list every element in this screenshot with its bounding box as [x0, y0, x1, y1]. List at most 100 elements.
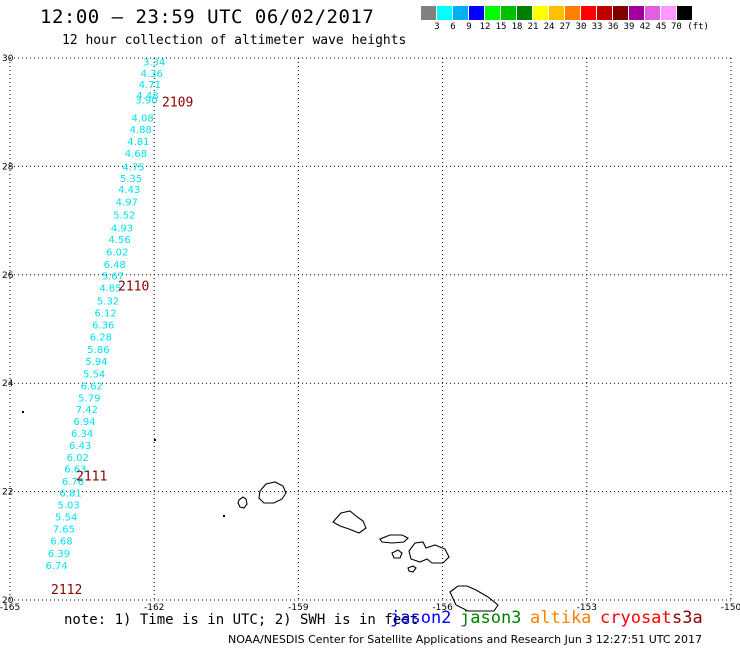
marker-dot — [22, 411, 24, 413]
pass-labels: 2109 2110 2111 2112 — [51, 95, 193, 598]
wave-height-value: 3.90 — [135, 96, 157, 107]
wave-height-value: 5.79 — [78, 393, 100, 404]
legend-swatch — [485, 6, 500, 20]
legend-label: 3 — [434, 22, 440, 32]
wave-height-value: 5.35 — [120, 174, 142, 185]
x-tick-label: -153 — [577, 603, 597, 613]
wave-height-value: 4.88 — [130, 125, 152, 136]
wave-height-value: 6.02 — [106, 247, 128, 258]
pass-label: 2109 — [162, 95, 193, 110]
wave-height-value: 6.12 — [95, 309, 117, 320]
island-oahu — [332, 510, 367, 534]
map-grid — [9, 57, 732, 601]
wave-height-value: 6.34 — [71, 429, 93, 440]
wave-height-value: 6.76 — [62, 477, 84, 488]
legend-label: 9 — [466, 22, 472, 32]
wave-height-value: 4.71 — [139, 80, 161, 91]
legend-swatch — [437, 6, 452, 20]
wave-height-value: 4.81 — [127, 137, 149, 148]
page-title: 12:00 — 23:59 UTC 06/02/2017 — [40, 6, 375, 28]
y-tick-label: 20 — [2, 596, 14, 606]
legend-swatch — [597, 6, 612, 20]
legend-swatch — [677, 6, 692, 20]
wave-height-value: 4.85 — [99, 283, 121, 294]
legend-swatch — [517, 6, 532, 20]
pass-label: 2111 — [76, 469, 107, 484]
wave-height-value: 3.34 — [143, 57, 165, 68]
x-tick-label: -162 — [144, 603, 164, 613]
legend-swatch — [613, 6, 628, 20]
legend-swatch — [533, 6, 548, 20]
wave-height-value: 4.68 — [125, 149, 147, 160]
wave-height-value: 6.68 — [50, 536, 72, 547]
wave-height-value: 6.48 — [104, 260, 126, 271]
island-maui — [408, 541, 450, 564]
wave-height-value: 6.62 — [81, 381, 103, 392]
legend-label: 24 — [543, 22, 555, 32]
marker-dot — [223, 515, 225, 517]
wave-height-value: 6.63 — [64, 464, 86, 475]
wave-height-value: 5.32 — [97, 296, 119, 307]
wave-height-value: 4.36 — [141, 69, 163, 80]
x-tick-label: -159 — [288, 603, 309, 613]
legend-swatch — [581, 6, 596, 20]
legend-label: 70 (ft) — [671, 22, 709, 32]
y-tick-label: 30 — [2, 54, 14, 64]
legend-swatch — [421, 6, 436, 20]
legend-label: 45 — [655, 22, 667, 32]
wave-height-value: 4.56 — [108, 235, 130, 246]
wave-height-value: 5.67 — [102, 271, 124, 282]
credit-footer: NOAA/NESDIS Center for Satellite Applica… — [228, 633, 703, 646]
wave-height-value: 6.43 — [69, 441, 91, 452]
axis-tick-labels: -165 -162 -159 -156 -153 -150 20 22 24 26 28 30 — [0, 54, 740, 613]
hawaii-islands — [237, 481, 499, 612]
legend-label: 27 — [559, 22, 571, 32]
satellite-name: s3a — [672, 608, 703, 628]
legend-swatch — [549, 6, 564, 20]
satellite-name: altika — [530, 608, 592, 628]
island-lanai — [391, 549, 403, 559]
wave-height-value: 6.28 — [90, 333, 112, 344]
legend-label: 30 — [575, 22, 587, 32]
y-tick-label: 24 — [2, 379, 14, 389]
wave-height-value: 4.48 — [136, 91, 158, 102]
wave-height-value: 4.43 — [118, 185, 140, 196]
pass-label: 2112 — [51, 583, 82, 598]
wave-height-value: 6.39 — [48, 549, 70, 560]
legend-label: 15 — [495, 22, 507, 32]
x-tick-label: -165 — [0, 603, 20, 613]
wave-height-value: 6.74 — [45, 561, 67, 572]
satellite-name: jason3 — [460, 608, 522, 628]
map-markers — [22, 411, 225, 517]
wave-height-value: 4.75 — [122, 162, 144, 173]
legend-swatch — [453, 6, 468, 20]
marker-dot — [154, 439, 156, 441]
x-tick-label: -156 — [432, 603, 453, 613]
wave-height-value: 7.42 — [76, 405, 98, 416]
island-kauai — [258, 481, 287, 504]
legend-swatch — [645, 6, 660, 20]
legend-swatch — [565, 6, 580, 20]
wave-height-value: 5.03 — [58, 501, 80, 512]
wave-height-value: 4.97 — [116, 198, 138, 209]
legend-label: 42 — [639, 22, 651, 32]
wave-height-labels: 3.344.364.714.483.90 4.084.884.814.68 4.75… — [45, 57, 165, 572]
wave-height-value: 6.02 — [67, 453, 89, 464]
wave-height-value: 4.08 — [132, 114, 154, 125]
wave-height-value: 7.65 — [53, 524, 75, 535]
island-kahoolawe — [407, 565, 417, 573]
satellite-name: jason2 — [390, 608, 452, 628]
legend-label: 12 — [479, 22, 491, 32]
pass-label: 2110 — [118, 280, 149, 295]
wave-height-value: 5.86 — [87, 345, 109, 356]
legend-swatch — [661, 6, 676, 20]
wave-height-value: 5.52 — [113, 211, 135, 222]
page-subtitle: 12 hour collection of altimeter wave hei… — [62, 33, 407, 48]
legend-swatch — [469, 6, 484, 20]
satellite-name: cryosat — [600, 608, 672, 628]
legend-label: 21 — [527, 22, 539, 32]
y-tick-label: 22 — [2, 488, 13, 498]
island-molokai — [379, 534, 409, 544]
